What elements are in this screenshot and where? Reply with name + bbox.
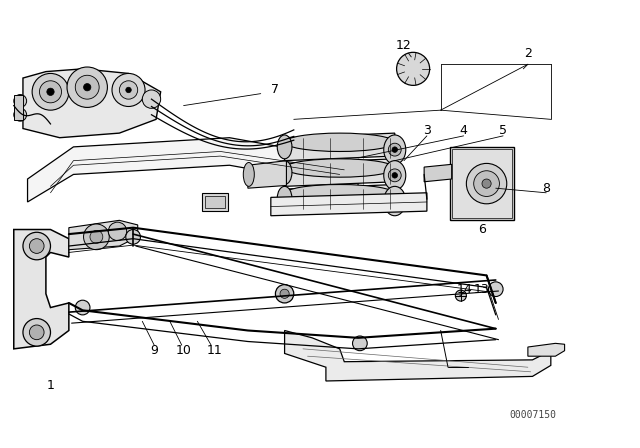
Ellipse shape [384,161,406,190]
Text: 12: 12 [396,39,412,52]
Polygon shape [69,220,138,250]
Ellipse shape [277,135,292,159]
Circle shape [397,52,429,86]
Circle shape [392,198,397,204]
Circle shape [112,73,145,107]
Text: 1: 1 [47,379,54,392]
Circle shape [14,108,27,121]
Circle shape [388,169,401,182]
Polygon shape [248,161,287,188]
Circle shape [388,143,401,156]
Circle shape [275,284,294,303]
Circle shape [23,232,51,260]
Circle shape [467,164,507,204]
Text: 10: 10 [175,344,191,357]
Ellipse shape [285,133,395,151]
Circle shape [126,87,131,93]
Circle shape [29,325,44,340]
Text: 13: 13 [473,283,489,296]
Polygon shape [528,343,564,356]
Ellipse shape [243,163,254,186]
Bar [450,147,514,220]
Polygon shape [23,69,161,138]
Ellipse shape [277,186,292,210]
Text: 00007150: 00007150 [509,410,556,421]
Polygon shape [28,138,358,202]
Text: 7: 7 [271,83,280,96]
Text: 2: 2 [524,47,532,60]
Text: 3: 3 [423,124,431,137]
Circle shape [455,290,467,301]
Polygon shape [424,164,452,182]
Circle shape [280,289,289,298]
Text: 6: 6 [478,223,486,236]
Circle shape [40,81,61,103]
Circle shape [84,224,109,250]
Circle shape [474,171,499,197]
Circle shape [488,282,503,297]
Ellipse shape [285,159,395,177]
Circle shape [14,95,27,108]
Circle shape [119,81,138,99]
Circle shape [482,179,491,188]
Circle shape [388,194,401,207]
Circle shape [392,147,397,152]
Ellipse shape [285,185,395,203]
Bar [452,149,512,219]
Circle shape [108,222,127,241]
Circle shape [47,88,54,95]
Circle shape [32,73,69,110]
Circle shape [353,336,367,351]
Bar [202,193,228,211]
Text: 8: 8 [542,182,550,195]
Circle shape [29,239,44,254]
Text: 11: 11 [207,344,223,357]
Polygon shape [285,185,395,212]
Text: 9: 9 [150,344,158,357]
Circle shape [90,230,103,243]
Polygon shape [271,193,427,216]
Bar [14,95,23,120]
Text: 5: 5 [499,124,507,137]
Polygon shape [285,133,395,161]
Circle shape [23,319,51,346]
Polygon shape [285,159,395,186]
Text: 4: 4 [460,124,468,137]
Ellipse shape [384,135,406,164]
Ellipse shape [384,186,406,216]
Ellipse shape [277,161,292,185]
Circle shape [67,67,108,108]
Bar [205,195,225,208]
Circle shape [76,75,99,99]
Circle shape [142,90,161,108]
Circle shape [76,300,90,315]
Polygon shape [285,331,551,381]
Polygon shape [14,229,69,349]
Text: 14: 14 [457,283,472,296]
Circle shape [126,229,140,244]
Circle shape [84,83,91,91]
Circle shape [392,172,397,178]
